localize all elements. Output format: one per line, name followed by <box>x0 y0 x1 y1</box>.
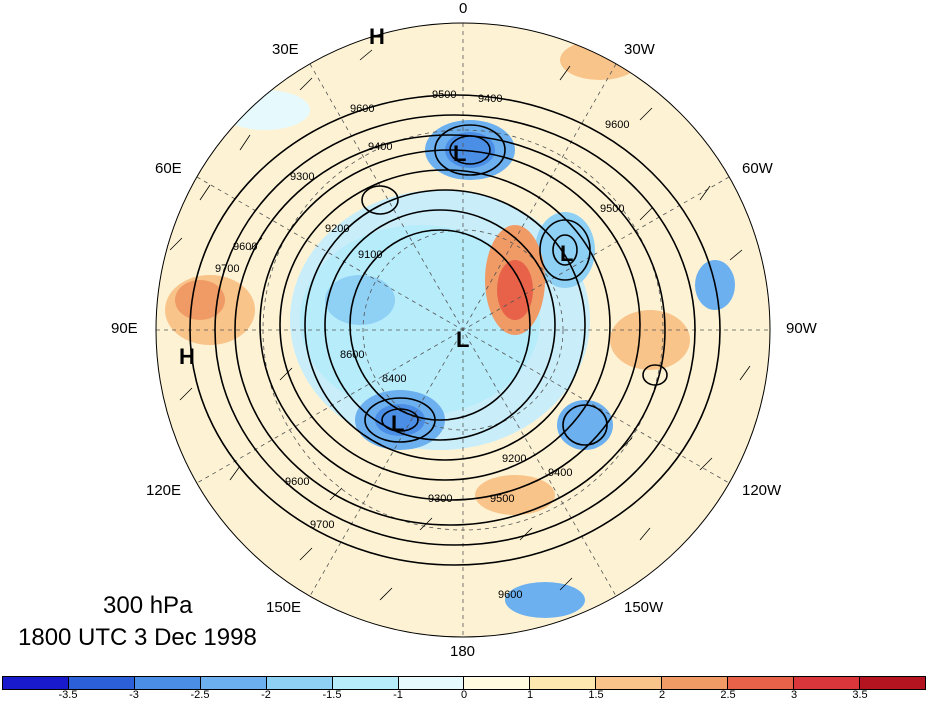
wind-barbs <box>169 49 751 601</box>
pressure-level-title: 300 hPa <box>103 592 193 619</box>
contour-label: 9500 <box>432 89 456 101</box>
contour-label: 9600 <box>498 589 522 601</box>
contour-label: 9400 <box>548 467 572 479</box>
colorbar-swatch <box>266 677 333 689</box>
colorbar-swatch <box>464 677 531 689</box>
colorbar-swatch <box>134 677 201 689</box>
longitude-label-120e: 120E <box>146 482 182 499</box>
colorbar-tick-label: 3 <box>790 689 798 701</box>
low-pressure-center: L <box>391 411 405 436</box>
longitude-label-60e: 60E <box>155 160 182 177</box>
longitude-label-60w: 60W <box>742 160 773 177</box>
colorbar-swatch <box>794 677 860 689</box>
longitude-label-150w: 150W <box>624 599 664 616</box>
longitude-label-30e: 30E <box>272 41 299 58</box>
contour-label: 9300 <box>428 493 452 505</box>
colorbar-swatch <box>68 677 135 689</box>
colorbar-tick-label: 2 <box>658 689 666 701</box>
low-pressure-center: L <box>560 241 574 266</box>
colorbar-tick-label: -1 <box>393 689 403 701</box>
contour-label: 9100 <box>358 249 382 261</box>
contour-label: 9700 <box>215 263 239 275</box>
colorbar-swatch <box>3 677 69 689</box>
longitude-label-150e: 150E <box>266 599 302 616</box>
colorbar-swatch <box>596 677 663 689</box>
longitude-label-180: 180 <box>450 643 476 660</box>
colorbar-tick-label: 0 <box>460 689 468 701</box>
colorbar-tick-label: -3 <box>129 689 139 701</box>
colorbar-tick-label: 3.5 <box>852 689 868 701</box>
longitude-label-90w: 90W <box>786 320 817 337</box>
colorbar-tick-label: -2.5 <box>190 689 210 701</box>
contour-label: 9500 <box>490 493 514 505</box>
contour-label: 9200 <box>325 223 349 235</box>
colorbar-tick-label: 2.5 <box>720 689 736 701</box>
colorbar <box>2 676 926 690</box>
contour-label: 9600 <box>350 103 374 115</box>
valid-time-title: 1800 UTC 3 Dec 1998 <box>18 624 257 651</box>
longitude-label-30w: 30W <box>624 41 655 58</box>
colorbar-tick-label: -1.5 <box>322 689 342 701</box>
low-pressure-center: L <box>453 141 467 166</box>
contour-label: 8400 <box>382 373 406 385</box>
low-pressure-center: L <box>456 327 470 352</box>
graticule <box>156 23 770 637</box>
longitude-label-0: 0 <box>459 0 468 17</box>
colorbar-swatch <box>859 677 925 689</box>
colorbar-tick-label: -3.5 <box>58 689 78 701</box>
high-pressure-center: H <box>369 24 385 49</box>
height-contours <box>189 94 721 566</box>
contour-label: 9600 <box>233 241 257 253</box>
high-pressure-center: H <box>179 344 195 369</box>
contour-label: 9700 <box>310 519 334 531</box>
contour-label: 8600 <box>340 349 364 361</box>
contour-label: 9600 <box>285 476 309 488</box>
contour-label: 9400 <box>368 141 392 153</box>
contour-label: 9200 <box>502 453 526 465</box>
colorbar-swatch <box>662 677 729 689</box>
colorbar-tick-label: 1.5 <box>588 689 604 701</box>
contour-label: 9600 <box>605 119 629 131</box>
longitude-label-120w: 120W <box>742 482 782 499</box>
map-boundary <box>155 22 771 638</box>
contour-label: 9400 <box>478 93 502 105</box>
contour-labels: 9600 9500 9400 9400 9300 9200 9100 8400 … <box>215 89 629 601</box>
colorbar-swatch <box>332 677 399 689</box>
contour-label: 9500 <box>600 203 624 215</box>
contour-label: 9300 <box>290 171 314 183</box>
longitude-label-90e: 90E <box>111 320 138 337</box>
colorbar-tick-label: -2 <box>261 689 271 701</box>
colorbar-tick-label: 1 <box>526 689 534 701</box>
colorbar-labels: -3.5 -3 -2.5 -2 -1.5 -1 0 1 1.5 2 2.5 3 3.5 <box>2 689 926 702</box>
colorbar-swatch <box>398 677 465 689</box>
colorbar-swatch <box>728 677 795 689</box>
colorbar-swatch <box>530 677 597 689</box>
colorbar-swatch <box>200 677 267 689</box>
